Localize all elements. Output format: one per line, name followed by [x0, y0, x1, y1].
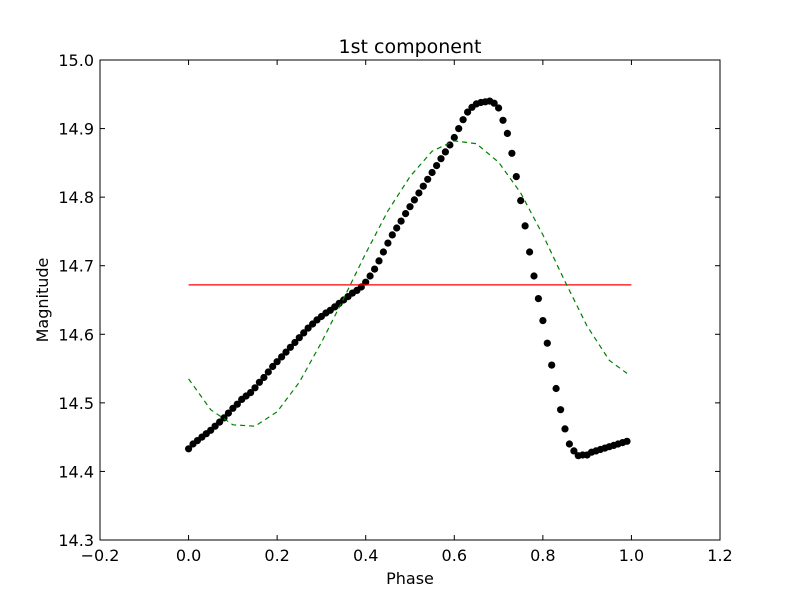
x-tick-label: 0.6 — [442, 546, 467, 565]
data-point — [260, 373, 268, 382]
data-point — [371, 265, 379, 273]
data-point — [375, 257, 383, 265]
data-point — [433, 162, 441, 170]
y-tick-label: 14.4 — [58, 462, 94, 481]
y-axis-label: Magnitude — [33, 258, 52, 343]
data-point — [233, 400, 241, 408]
y-tick-label: 14.9 — [58, 120, 94, 139]
data-point — [300, 329, 308, 337]
data-point — [570, 447, 578, 455]
data-point — [419, 182, 427, 190]
data-point — [224, 409, 232, 417]
data-point — [543, 339, 551, 347]
data-point — [379, 248, 387, 256]
data-point — [282, 348, 290, 356]
x-tick-label: 0.4 — [353, 546, 378, 565]
data-point — [255, 378, 263, 386]
data-point — [521, 222, 529, 230]
data-point — [530, 272, 538, 280]
data-point — [366, 272, 374, 280]
data-point — [548, 361, 556, 369]
data-point — [424, 175, 432, 183]
y-tick-label: 14.5 — [58, 394, 94, 413]
data-point — [623, 437, 631, 445]
x-tick-label: −0.2 — [81, 546, 120, 565]
data-point — [464, 108, 472, 116]
x-tick-label: 0.8 — [530, 546, 555, 565]
y-tick-label: 14.7 — [58, 257, 94, 276]
data-point — [251, 384, 259, 392]
data-point — [415, 189, 423, 197]
y-tick-label: 15.0 — [58, 51, 94, 70]
data-point — [384, 239, 392, 247]
chart-title: 1st component — [339, 36, 482, 58]
data-point — [561, 425, 569, 433]
data-point — [459, 116, 467, 124]
x-tick-label: 1.2 — [707, 546, 732, 565]
data-point — [437, 155, 445, 163]
y-tick-label: 14.3 — [58, 531, 94, 550]
data-point — [269, 362, 277, 371]
data-point — [397, 217, 405, 225]
data-point — [503, 129, 511, 137]
data-point — [286, 343, 294, 351]
data-point — [565, 440, 574, 448]
data-point — [499, 116, 507, 124]
data-point — [539, 317, 547, 325]
data-point — [508, 149, 516, 157]
data-point — [490, 99, 498, 107]
data-point — [362, 278, 370, 286]
y-tick-label: 14.6 — [58, 325, 94, 344]
data-point — [393, 224, 401, 232]
data-point — [557, 406, 565, 414]
data-point — [495, 104, 503, 112]
data-point — [388, 231, 396, 239]
data-point — [441, 148, 449, 156]
data-point — [526, 248, 534, 256]
data-point — [264, 368, 272, 376]
data-point — [552, 384, 560, 393]
x-tick-label: 0.2 — [264, 546, 289, 565]
data-point — [406, 203, 414, 211]
data-point — [185, 445, 193, 453]
data-point — [428, 168, 436, 177]
axes-frame — [99, 59, 721, 541]
dashed-fit-line — [188, 140, 628, 427]
data-point — [455, 125, 463, 133]
data-point — [291, 338, 299, 347]
data-point — [278, 353, 286, 361]
data-point — [273, 358, 281, 366]
plot-area: −0.2 0.0 0.2 0.4 0.6 0.8 1.0 1.2 14.3 14.4 14.5 14.… — [58, 51, 732, 565]
x-tick-label: 1.0 — [619, 546, 644, 565]
data-point — [446, 141, 454, 149]
data-point — [517, 197, 525, 205]
data-point — [512, 173, 520, 181]
data-point — [450, 133, 458, 142]
data-point — [247, 389, 255, 397]
x-axis-label: Phase — [386, 569, 434, 588]
data-point — [295, 334, 303, 342]
data-point — [402, 210, 410, 218]
data-point — [410, 196, 418, 204]
x-tick-label: 0.0 — [176, 546, 201, 565]
y-tick-label: 14.8 — [58, 188, 94, 207]
data-point — [534, 295, 543, 303]
